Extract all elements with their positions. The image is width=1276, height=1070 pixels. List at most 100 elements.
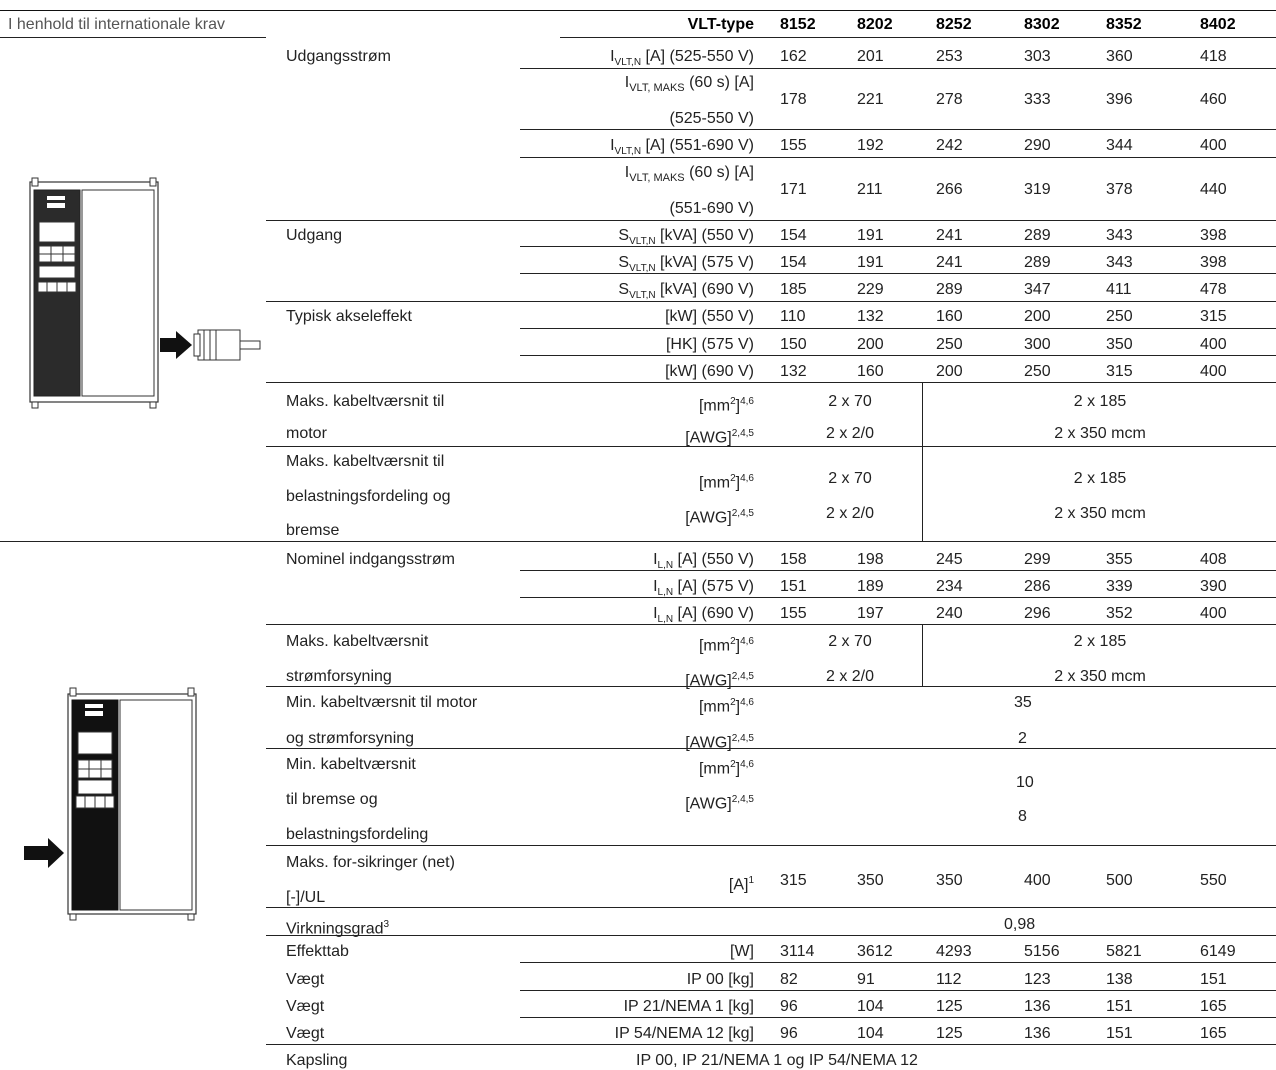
label: Effekttab bbox=[286, 943, 349, 960]
cell: 2 x 70 bbox=[828, 470, 872, 487]
cell: 185 bbox=[780, 281, 807, 298]
rule bbox=[266, 907, 1276, 908]
cell: 197 bbox=[857, 605, 884, 622]
cell: 500 bbox=[1106, 872, 1133, 889]
cell: 2 x 2/0 bbox=[825, 425, 875, 442]
row-unit: IP 21/NEMA 1 [kg] bbox=[623, 998, 754, 1015]
row-unit-line2: (551-690 V) bbox=[669, 200, 755, 217]
rule bbox=[520, 962, 1276, 963]
rule bbox=[266, 220, 1276, 221]
row-unit: IVLT, MAKS (60 s) [A] bbox=[624, 164, 754, 185]
cell: 191 bbox=[857, 227, 884, 244]
unit-mm2: [mm2]4,6 bbox=[698, 396, 754, 415]
cell: 138 bbox=[1106, 971, 1133, 988]
cell: 5156 bbox=[1024, 943, 1060, 960]
cell: 200 bbox=[1024, 308, 1051, 325]
cell: 355 bbox=[1106, 551, 1133, 568]
header-left-underline bbox=[0, 37, 266, 38]
cell: 3114 bbox=[780, 943, 815, 960]
cell: 162 bbox=[780, 48, 807, 65]
label-line: Maks. kabeltværsnit til bbox=[286, 393, 445, 410]
cell: 289 bbox=[936, 281, 963, 298]
cell: 347 bbox=[1024, 281, 1051, 298]
cell: 178 bbox=[780, 91, 807, 108]
cell: 201 bbox=[857, 48, 884, 65]
vrule bbox=[922, 624, 923, 686]
cell: 5821 bbox=[1106, 943, 1142, 960]
rule bbox=[266, 845, 1276, 846]
cell: 136 bbox=[1024, 998, 1051, 1015]
cell: 104 bbox=[857, 998, 884, 1015]
cell: 132 bbox=[857, 308, 884, 325]
cell: 241 bbox=[936, 227, 963, 244]
efficiency-label: Virkningsgrad3 bbox=[286, 919, 390, 938]
cell: 241 bbox=[936, 254, 963, 271]
row-unit: IL,N [A] (575 V) bbox=[653, 578, 754, 599]
rule bbox=[266, 686, 1276, 687]
cell: 82 bbox=[780, 971, 798, 988]
row-unit: IVLT, MAKS (60 s) [A] bbox=[624, 74, 754, 95]
cell: 154 bbox=[780, 227, 807, 244]
cell: 155 bbox=[780, 137, 807, 154]
cell: 250 bbox=[1024, 363, 1051, 380]
cell: 2 x 185 bbox=[1073, 470, 1127, 487]
cell: 390 bbox=[1200, 578, 1227, 595]
cell: 200 bbox=[936, 363, 963, 380]
cell: 200 bbox=[857, 336, 884, 353]
cell: 6149 bbox=[1200, 943, 1236, 960]
label: Vægt bbox=[286, 998, 325, 1015]
cell: 4293 bbox=[936, 943, 972, 960]
cell: 2 x 185 bbox=[1073, 633, 1127, 650]
cell: 2 x 185 bbox=[1073, 393, 1127, 410]
cell: 136 bbox=[1024, 1025, 1051, 1042]
cell: 350 bbox=[1106, 336, 1133, 353]
cell: 2 x 2/0 bbox=[825, 668, 875, 685]
cell: 398 bbox=[1200, 254, 1227, 271]
cell: 160 bbox=[936, 308, 963, 325]
cell: 250 bbox=[936, 336, 963, 353]
output-current-label: Udgangsstrøm bbox=[286, 48, 391, 65]
model-8302: 8302 bbox=[1024, 16, 1060, 33]
cell: 96 bbox=[780, 1025, 798, 1042]
rule bbox=[520, 1017, 1276, 1018]
vrule bbox=[922, 446, 923, 541]
cell: 132 bbox=[780, 363, 807, 380]
label-line: Maks. for-sikringer (net) bbox=[286, 854, 455, 871]
cell: 10 bbox=[1016, 774, 1034, 791]
cell: 339 bbox=[1106, 578, 1133, 595]
cell: 250 bbox=[1106, 308, 1133, 325]
cell: 35 bbox=[1014, 694, 1032, 711]
cell: 400 bbox=[1200, 605, 1227, 622]
cell: IP 00, IP 21/NEMA 1 og IP 54/NEMA 12 bbox=[636, 1052, 918, 1069]
cell: 123 bbox=[1024, 971, 1051, 988]
cell: 300 bbox=[1024, 336, 1051, 353]
unit-awg: [AWG]2,4,5 bbox=[685, 733, 754, 752]
row-unit: IP 00 [kg] bbox=[686, 971, 754, 988]
model-8252: 8252 bbox=[936, 16, 972, 33]
unit-mm2: [mm2]4,6 bbox=[698, 636, 754, 655]
cell: 151 bbox=[1106, 998, 1133, 1015]
row-unit: IVLT,N [A] (525-550 V) bbox=[610, 48, 754, 69]
cell: 151 bbox=[1200, 971, 1227, 988]
cell: 2 bbox=[1018, 730, 1027, 747]
cell: 343 bbox=[1106, 227, 1133, 244]
cell: 150 bbox=[780, 336, 807, 353]
row-unit-line2: (525-550 V) bbox=[669, 110, 755, 127]
cell: 2 x 2/0 bbox=[825, 505, 875, 522]
cell: 240 bbox=[936, 605, 963, 622]
top-rule bbox=[0, 10, 1276, 11]
cell: 165 bbox=[1200, 998, 1227, 1015]
cell: 158 bbox=[780, 551, 807, 568]
label: Kapsling bbox=[286, 1052, 348, 1069]
cell: 2 x 350 mcm bbox=[1054, 668, 1146, 685]
cell: 198 bbox=[857, 551, 884, 568]
cell: 253 bbox=[936, 48, 963, 65]
cell: 343 bbox=[1106, 254, 1133, 271]
cell: 266 bbox=[936, 181, 963, 198]
cell: 352 bbox=[1106, 605, 1133, 622]
cell: 242 bbox=[936, 137, 963, 154]
cell: 400 bbox=[1024, 872, 1051, 889]
input-current-label: Nominel indgangsstrøm bbox=[286, 551, 455, 568]
cell: 303 bbox=[1024, 48, 1051, 65]
label-line: belastningsfordeling og bbox=[286, 488, 451, 505]
